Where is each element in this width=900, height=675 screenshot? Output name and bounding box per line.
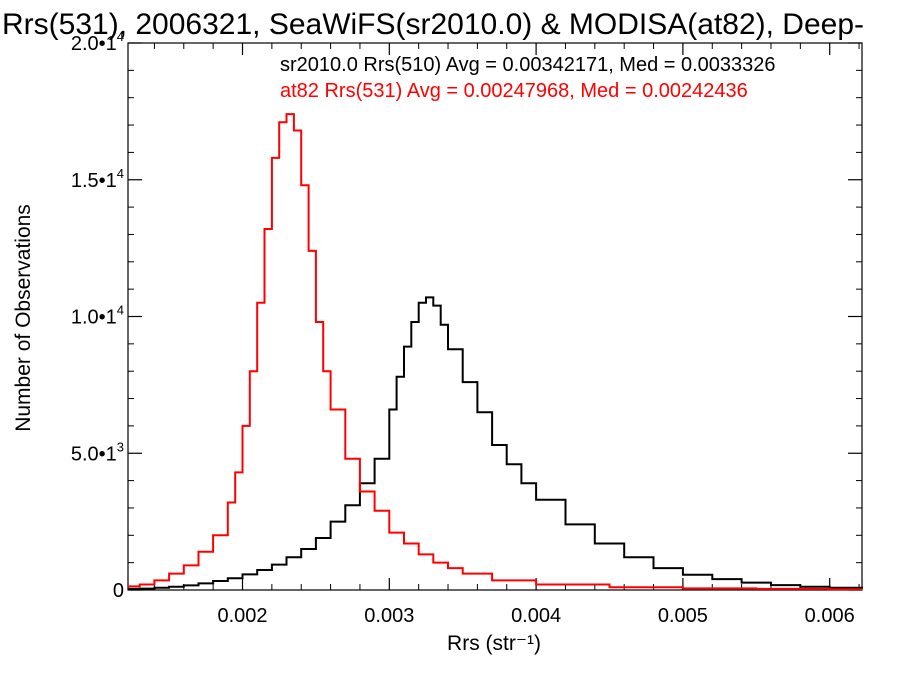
plot-area: 0.002 0.003 0.004 0.005 0.006 0 5.0•13 1.0•14 1.…: [71, 29, 863, 627]
legend-entry-1: sr2010.0 Rrs(510) Avg = 0.00342171, Med …: [280, 54, 776, 76]
legend: sr2010.0 Rrs(510) Avg = 0.00342171, Med …: [280, 54, 776, 102]
y-tick-label: 5.0•13: [71, 439, 124, 465]
y-tick-label: 0: [113, 580, 124, 602]
series-line-1: [128, 296, 863, 590]
x-tick-label: 0.005: [658, 605, 708, 627]
series-line-2: [128, 113, 862, 591]
y-tick-label: 1.5•14: [71, 166, 124, 192]
y-tick-label: 2.0•14: [71, 29, 124, 55]
y-tick-label: 1.0•14: [71, 303, 124, 329]
x-axis-label: Rrs (str⁻¹): [447, 632, 541, 655]
x-tick-label: 0.002: [217, 605, 267, 627]
plot-frame: [127, 42, 863, 591]
chart-title: Rrs(531), 2006321, SeaWiFS(sr2010.0) & M…: [2, 8, 864, 41]
x-tick-label: 0.006: [805, 605, 855, 627]
y-axis-label: Number of Observations: [12, 204, 35, 432]
x-tick-label: 0.004: [511, 605, 561, 627]
x-tick-label: 0.003: [364, 605, 414, 627]
legend-entry-2: at82 Rrs(531) Avg = 0.00247968, Med = 0.…: [280, 80, 748, 102]
